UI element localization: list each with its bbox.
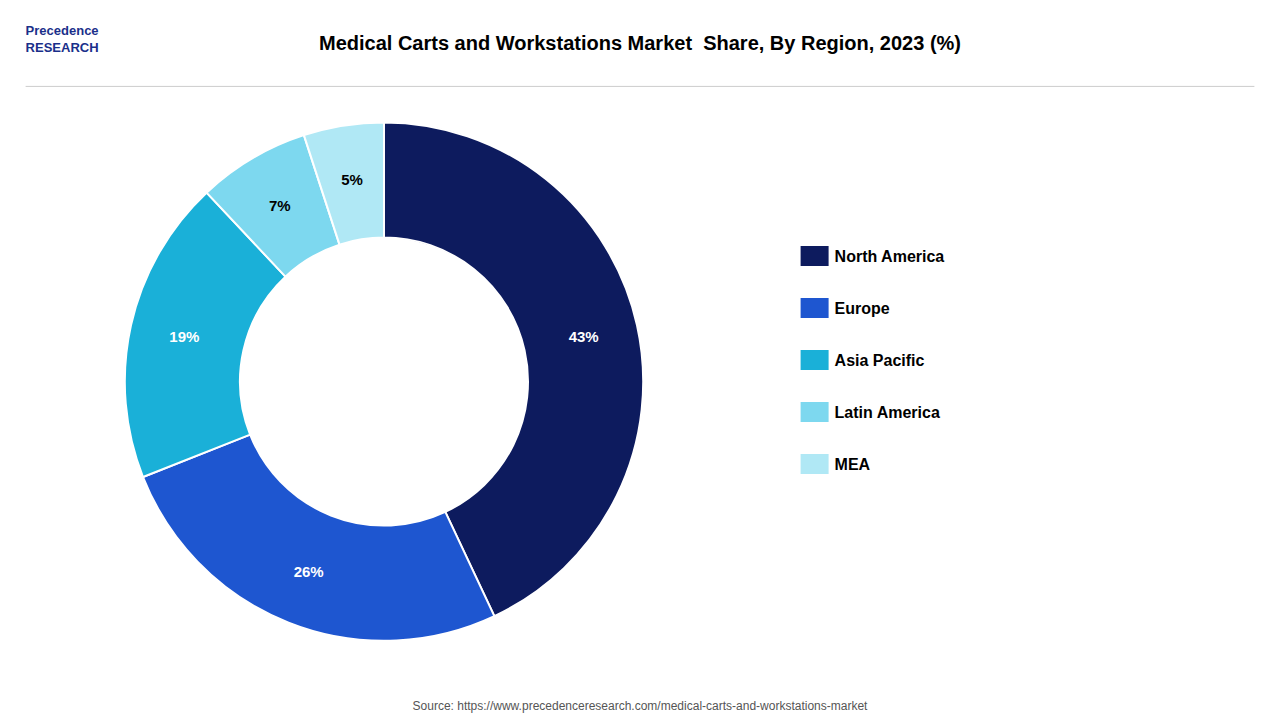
svg-text:43%: 43% <box>569 328 599 345</box>
svg-text:North America: North America <box>835 248 945 265</box>
svg-text:Asia Pacific: Asia Pacific <box>835 352 925 369</box>
svg-text:RESEARCH: RESEARCH <box>26 40 99 55</box>
svg-text:Latin America: Latin America <box>835 404 940 421</box>
svg-text:5%: 5% <box>341 171 363 188</box>
svg-text:Precedence: Precedence <box>26 23 99 38</box>
svg-text:MEA: MEA <box>835 456 871 473</box>
svg-text:Europe: Europe <box>835 300 890 317</box>
svg-text:Medical Carts and Workstations: Medical Carts and Workstations Market Sh… <box>319 32 961 54</box>
svg-text:19%: 19% <box>169 328 199 345</box>
svg-text:26%: 26% <box>294 563 324 580</box>
svg-text:7%: 7% <box>269 197 291 214</box>
svg-text:Source: https://www.precedence: Source: https://www.precedenceresearch.c… <box>413 699 869 713</box>
